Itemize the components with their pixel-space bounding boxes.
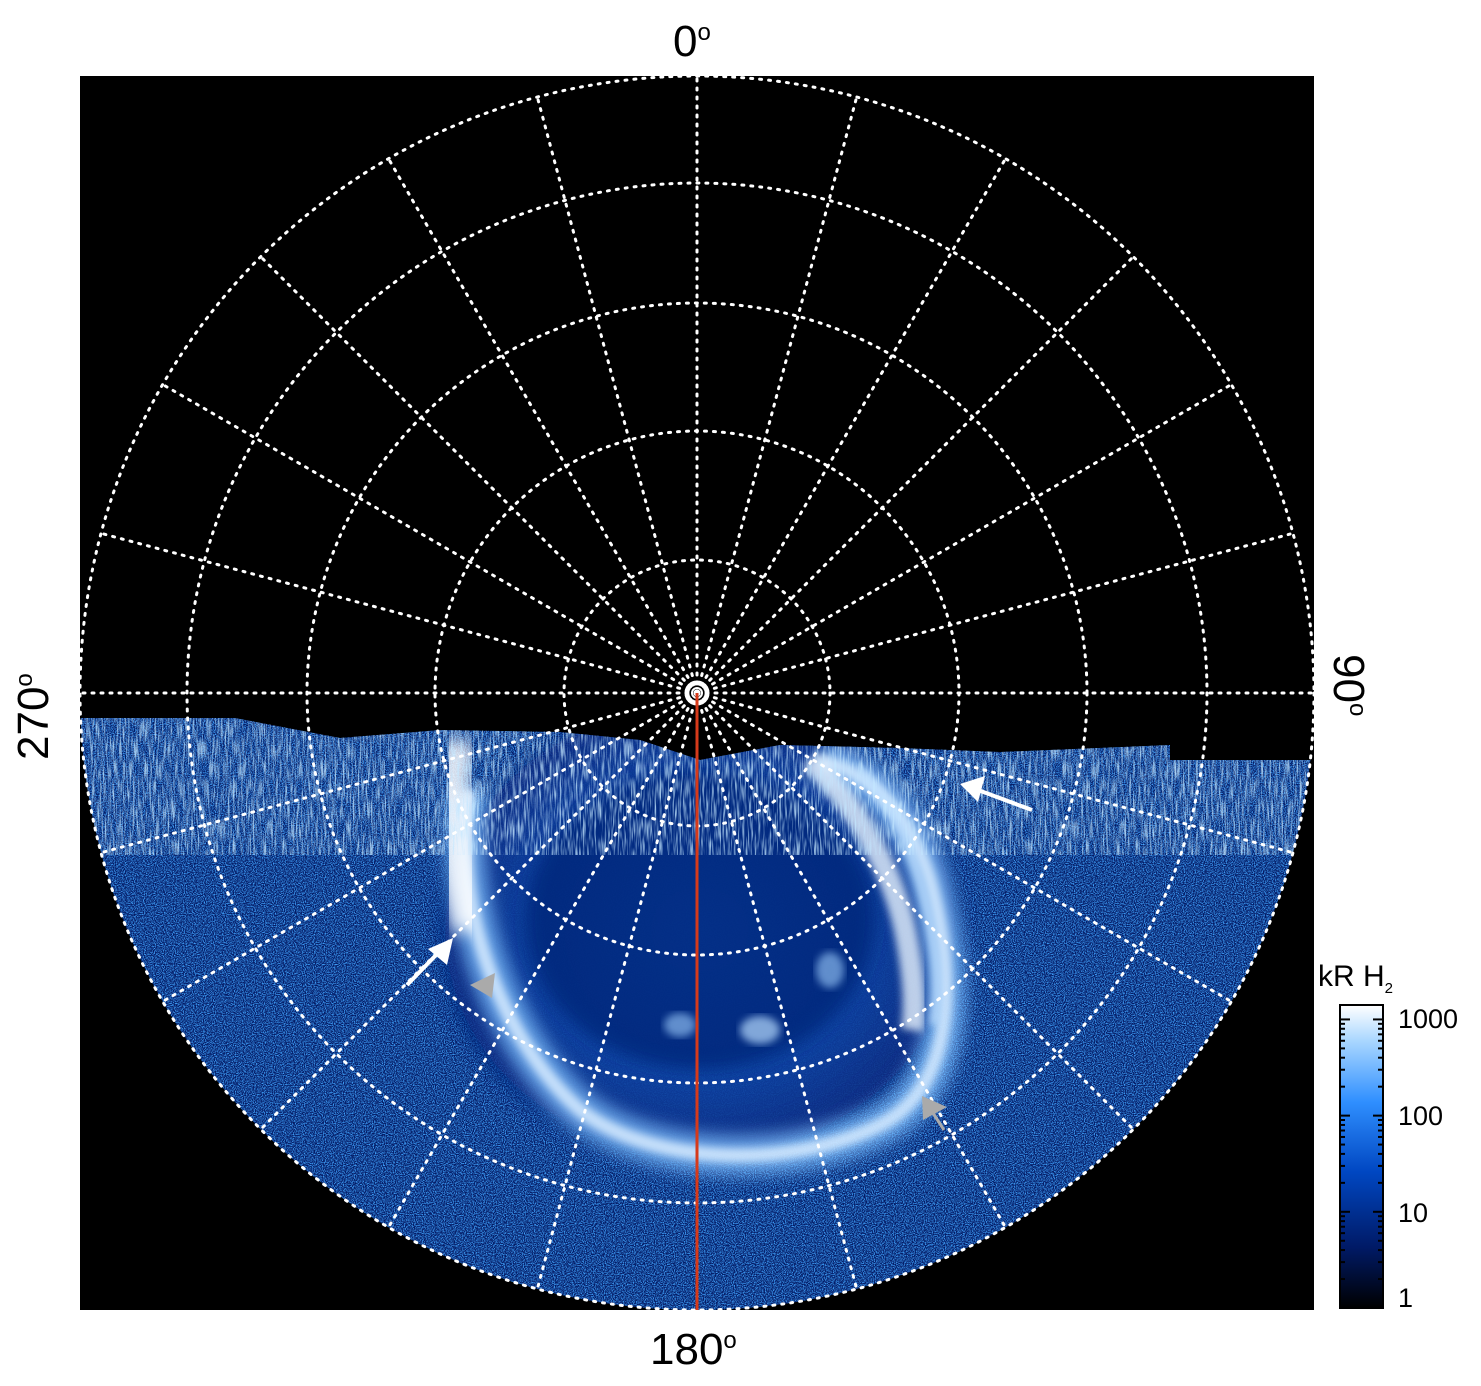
white-arrow-left [405, 938, 453, 987]
colorbar [1339, 1004, 1384, 1309]
grid-meridian-195 [535, 691, 699, 1291]
grid-meridian-210 [387, 691, 699, 1229]
grid-meridian-135 [695, 691, 1135, 1131]
colorbar-title: kR H2 [1318, 960, 1394, 997]
grid-meridian-345 [535, 95, 699, 695]
grid-meridian-255 [99, 691, 699, 855]
colorbar-tick-1: 1 [1398, 1283, 1414, 1313]
longitude-label-270: 270o [9, 673, 58, 760]
colorbar-tick-1000: 1000 [1398, 1004, 1459, 1034]
grid-meridian-225 [259, 691, 699, 1131]
grid-meridian-60 [695, 383, 1233, 695]
longitude-label-0: 0o [673, 17, 711, 66]
grid-meridian-120 [695, 691, 1233, 1003]
white-arrow-right [960, 776, 1033, 812]
colorbar-tick-10: 10 [1398, 1198, 1429, 1228]
grid-meridian-30 [695, 157, 1007, 695]
grid-meridian-15 [695, 95, 859, 695]
grid-meridian-165 [695, 691, 859, 1291]
grey-arrow-right [922, 1096, 947, 1131]
grid-meridian-75 [695, 531, 1295, 695]
grid-meridian-150 [695, 691, 1007, 1229]
grid-meridian-240 [161, 691, 699, 1003]
grid-meridian-300 [161, 383, 699, 695]
grid-meridian-105 [695, 691, 1295, 855]
grey-arrowhead-left [470, 973, 495, 998]
grid-meridian-330 [387, 157, 699, 695]
longitude-label-180: 180o [650, 1325, 737, 1374]
grid-meridian-315 [259, 255, 699, 695]
colorbar-tick-100: 100 [1398, 1101, 1444, 1131]
longitude-label-90: 90o [1324, 654, 1373, 717]
grid-meridian-45 [695, 255, 1135, 695]
grid-meridian-285 [99, 531, 699, 695]
